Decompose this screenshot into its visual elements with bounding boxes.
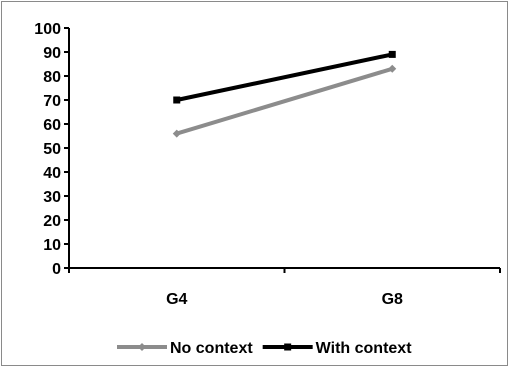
data-point-diamond (388, 64, 397, 73)
x-axis-ticks: G4 G8 (68, 268, 501, 308)
y-tick-label: 0 (52, 261, 61, 278)
y-axis-ticks: 0 10 20 30 40 50 60 70 80 90 100 (34, 21, 69, 278)
data-point-square (173, 96, 181, 104)
x-tick-label: G4 (166, 291, 187, 308)
data-point-diamond (172, 129, 181, 138)
legend: No context With context (117, 340, 412, 357)
y-tick-label: 40 (43, 165, 61, 182)
y-tick-label: 60 (43, 117, 61, 134)
data-point-square (388, 50, 396, 58)
series-group (172, 50, 397, 138)
legend-label: With context (316, 340, 413, 357)
y-tick-label: 30 (43, 189, 61, 206)
series-line (176, 52, 393, 102)
y-tick-label: 70 (43, 93, 61, 110)
y-tick-label: 100 (34, 21, 61, 38)
series-line (176, 66, 393, 136)
legend-label: No context (170, 340, 253, 357)
y-tick-label: 90 (43, 45, 61, 62)
x-tick-label: G8 (382, 291, 403, 308)
y-tick-label: 20 (43, 213, 61, 230)
legend-marker (138, 343, 146, 351)
y-tick-label: 10 (43, 237, 61, 254)
legend-marker (284, 343, 292, 351)
axes (68, 28, 500, 269)
y-tick-label: 50 (43, 141, 61, 158)
y-tick-label: 80 (43, 69, 61, 86)
